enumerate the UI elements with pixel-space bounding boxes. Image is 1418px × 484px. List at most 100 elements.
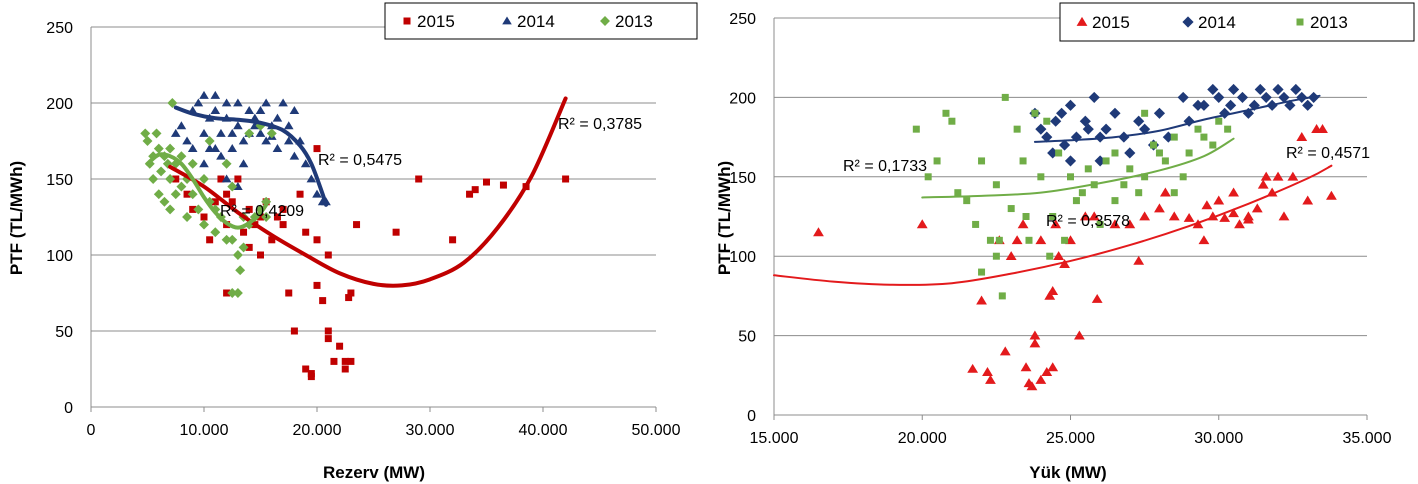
data-point [306, 174, 317, 183]
grid-lines [90, 26, 657, 412]
r-squared-label: R² = 0,5475 [318, 152, 402, 169]
data-point [176, 121, 187, 130]
data-point [1043, 117, 1051, 125]
data-point [221, 98, 232, 107]
x-axis-title: Rezerv (MW) [323, 463, 425, 482]
x-tick-labels: 0 10.000 20.000 30.000 40.000 50.000 [87, 422, 681, 439]
data-point [1047, 286, 1059, 295]
y-tick-label: 50 [55, 324, 73, 341]
data-point [257, 213, 264, 221]
data-point [1225, 99, 1237, 111]
data-point [182, 174, 193, 184]
data-point [999, 346, 1011, 356]
data-point [1183, 212, 1195, 222]
data-point [466, 190, 474, 198]
data-point [963, 197, 971, 205]
data-point [924, 173, 932, 181]
data-point [170, 189, 181, 200]
data-point [217, 175, 225, 183]
trendline-2013 [145, 152, 269, 230]
x-tick-label: 20.000 [293, 422, 342, 439]
data-point [187, 158, 198, 169]
data-point [345, 294, 353, 302]
data-point [200, 213, 208, 221]
data-point [1201, 200, 1213, 210]
data-point [300, 159, 311, 168]
data-point [353, 221, 361, 229]
data-point [1213, 91, 1225, 103]
data-point [1168, 211, 1180, 221]
x-tick-label: 20.000 [898, 430, 947, 447]
data-point [1050, 219, 1062, 229]
data-point [210, 106, 221, 115]
y-axis-title: PTF (TL/MWh) [7, 161, 26, 275]
data-point [1019, 157, 1027, 165]
data-point [995, 236, 1003, 244]
legend-label: 2014 [517, 12, 555, 31]
trendline-2014 [1033, 94, 1321, 143]
data-point [1079, 115, 1091, 127]
data-point [976, 295, 987, 305]
data-point [159, 196, 170, 207]
data-point [1073, 330, 1085, 340]
data-point [1290, 83, 1302, 96]
data-point [210, 144, 221, 153]
data-point [187, 189, 198, 200]
data-point [1162, 131, 1174, 143]
data-point [1035, 374, 1047, 384]
legend-marker [403, 17, 411, 25]
y-tick-labels: 0 50 100 150 200 250 [729, 11, 756, 425]
data-point [1141, 173, 1149, 181]
data-point [199, 128, 209, 137]
trendline-2015 [773, 164, 1333, 286]
data-point [347, 289, 355, 297]
data-point [255, 106, 266, 115]
data-point [227, 288, 238, 298]
data-point [227, 144, 238, 153]
data-point [1053, 251, 1065, 261]
data-point [156, 166, 167, 177]
data-point [223, 190, 231, 198]
data-point [223, 289, 231, 297]
data-point [1124, 219, 1136, 229]
data-point [978, 268, 986, 276]
data-point [165, 174, 176, 184]
data-point [341, 365, 349, 373]
data-point [176, 151, 187, 162]
data-point [954, 189, 962, 197]
data-point [1153, 107, 1166, 119]
data-point [1035, 123, 1047, 135]
data-point [313, 145, 321, 153]
data-point [1058, 139, 1071, 151]
data-point [1227, 83, 1240, 96]
series-2013 [912, 93, 1232, 300]
data-point [1254, 83, 1266, 96]
data-point [1257, 179, 1269, 189]
data-point [1278, 91, 1290, 103]
data-point [221, 234, 232, 245]
data-point [1302, 99, 1314, 111]
data-point [1091, 293, 1103, 303]
data-point [227, 234, 238, 245]
data-point [1234, 219, 1245, 229]
data-point [235, 265, 246, 276]
data-point [1064, 155, 1077, 167]
data-point [1213, 195, 1225, 205]
data-point [1133, 115, 1145, 127]
data-point [1026, 381, 1038, 391]
data-point [142, 136, 153, 146]
x-tick-labels: 15.000 20.000 25.000 30.000 35.000 [750, 430, 1392, 447]
data-point [330, 357, 338, 365]
data-point [1005, 251, 1017, 261]
data-point [1260, 171, 1272, 181]
data-point [1109, 107, 1121, 119]
data-point [347, 357, 355, 365]
data-point [278, 98, 288, 107]
data-point [972, 220, 980, 228]
data-point [257, 251, 264, 259]
data-point [244, 106, 254, 115]
legend-marker [502, 16, 512, 25]
legend-label: 2015 [417, 12, 455, 31]
data-point [283, 136, 294, 145]
data-point [1278, 211, 1290, 221]
